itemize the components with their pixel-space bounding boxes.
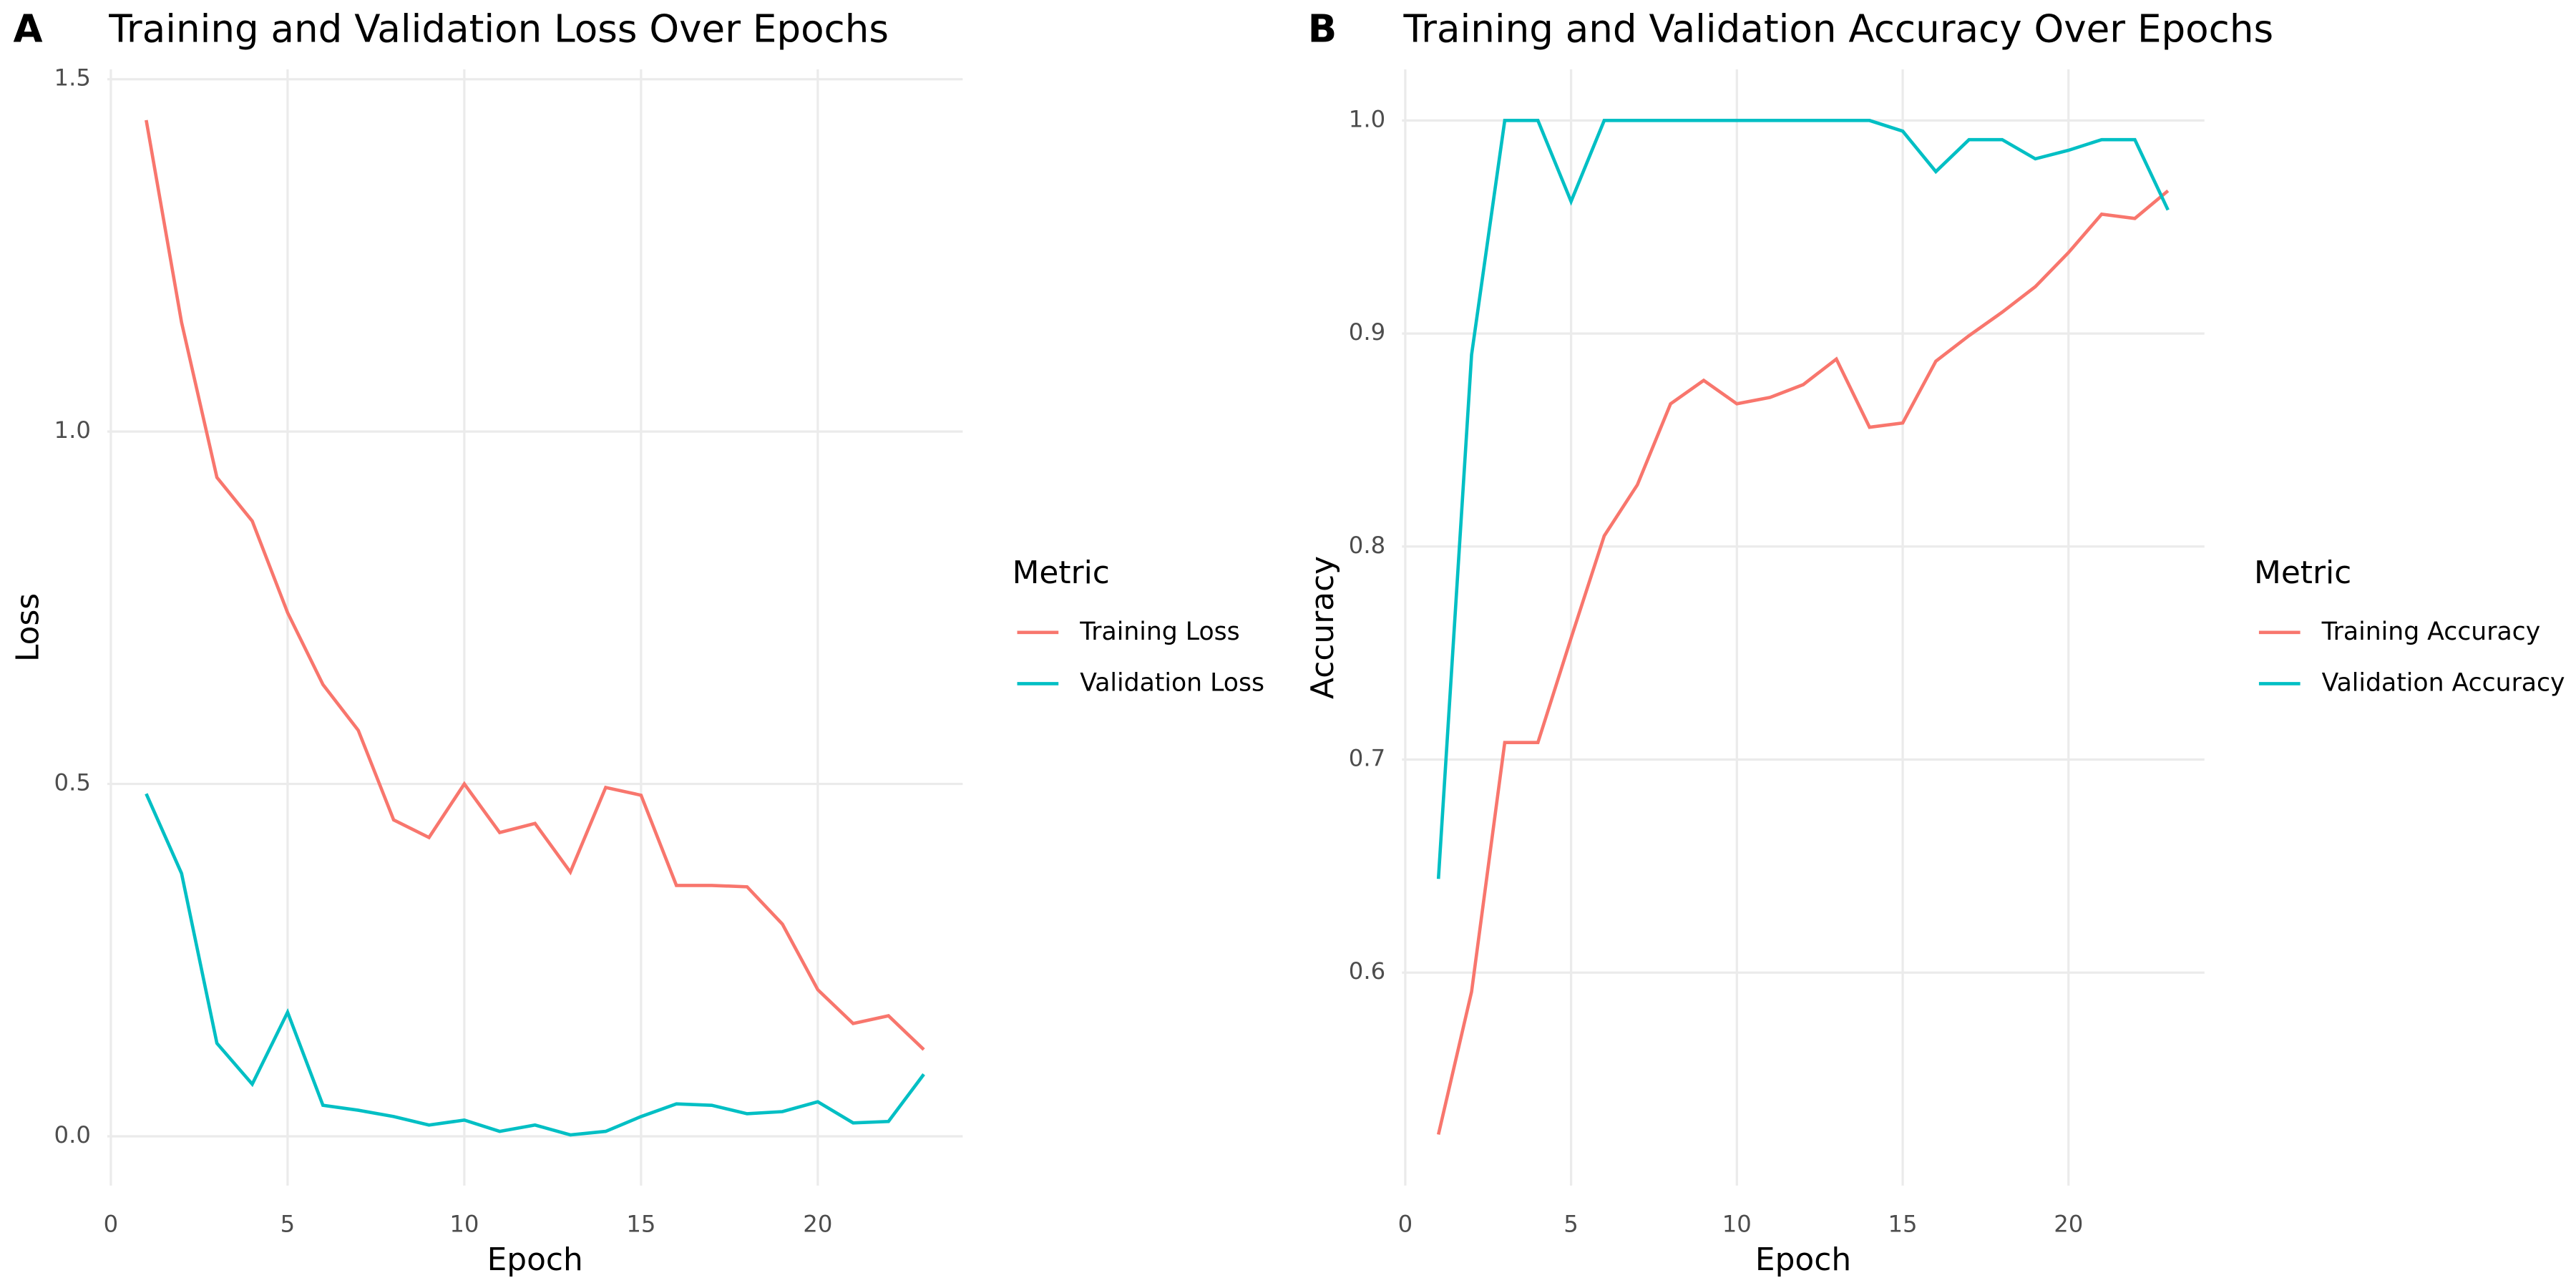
legend-label: Validation Accuracy xyxy=(2322,668,2565,697)
y-tick-label: 0.7 xyxy=(1349,745,1385,772)
y-tick-label: 0.6 xyxy=(1349,957,1385,985)
y-tick-label: 1.5 xyxy=(54,64,91,92)
x-tick-label: 20 xyxy=(803,1210,832,1237)
x-tick-label: 10 xyxy=(449,1210,479,1237)
legend-title: Metric xyxy=(2254,555,2351,591)
chart-title: Training and Validation Accuracy Over Ep… xyxy=(1403,6,2274,51)
y-axis-title: Loss xyxy=(10,593,47,662)
line xyxy=(1436,119,2170,879)
legend-label: Validation Loss xyxy=(1080,668,1264,697)
y-tick-label: 0.0 xyxy=(54,1121,91,1148)
y-axis-title: Accuracy xyxy=(1304,556,1341,699)
x-tick-label: 10 xyxy=(1722,1210,1752,1237)
legend-label: Training Loss xyxy=(1079,618,1239,646)
legend-label: Training Accuracy xyxy=(2321,618,2541,646)
line xyxy=(145,793,925,1137)
line xyxy=(145,119,925,1051)
x-tick-label: 5 xyxy=(1563,1210,1579,1237)
x-tick-label: 0 xyxy=(104,1210,119,1237)
x-axis-title: Epoch xyxy=(1755,1241,1851,1278)
x-tick-label: 5 xyxy=(280,1210,296,1237)
x-tick-label: 20 xyxy=(2054,1210,2083,1237)
y-tick-label: 0.8 xyxy=(1349,532,1385,559)
panel-label: B xyxy=(1308,6,1337,51)
y-tick-label: 1.0 xyxy=(54,416,91,444)
panel-label: A xyxy=(13,6,42,51)
line xyxy=(1436,189,2170,1135)
y-tick-label: 0.5 xyxy=(54,769,91,796)
x-tick-label: 15 xyxy=(1888,1210,1917,1237)
x-axis-title: Epoch xyxy=(487,1241,583,1278)
legend-title: Metric xyxy=(1013,555,1110,591)
y-tick-label: 0.9 xyxy=(1349,318,1385,346)
x-tick-label: 15 xyxy=(626,1210,655,1237)
x-tick-label: 0 xyxy=(1398,1210,1413,1237)
y-tick-label: 1.0 xyxy=(1349,105,1385,132)
chart-title: Training and Validation Loss Over Epochs xyxy=(108,6,889,51)
